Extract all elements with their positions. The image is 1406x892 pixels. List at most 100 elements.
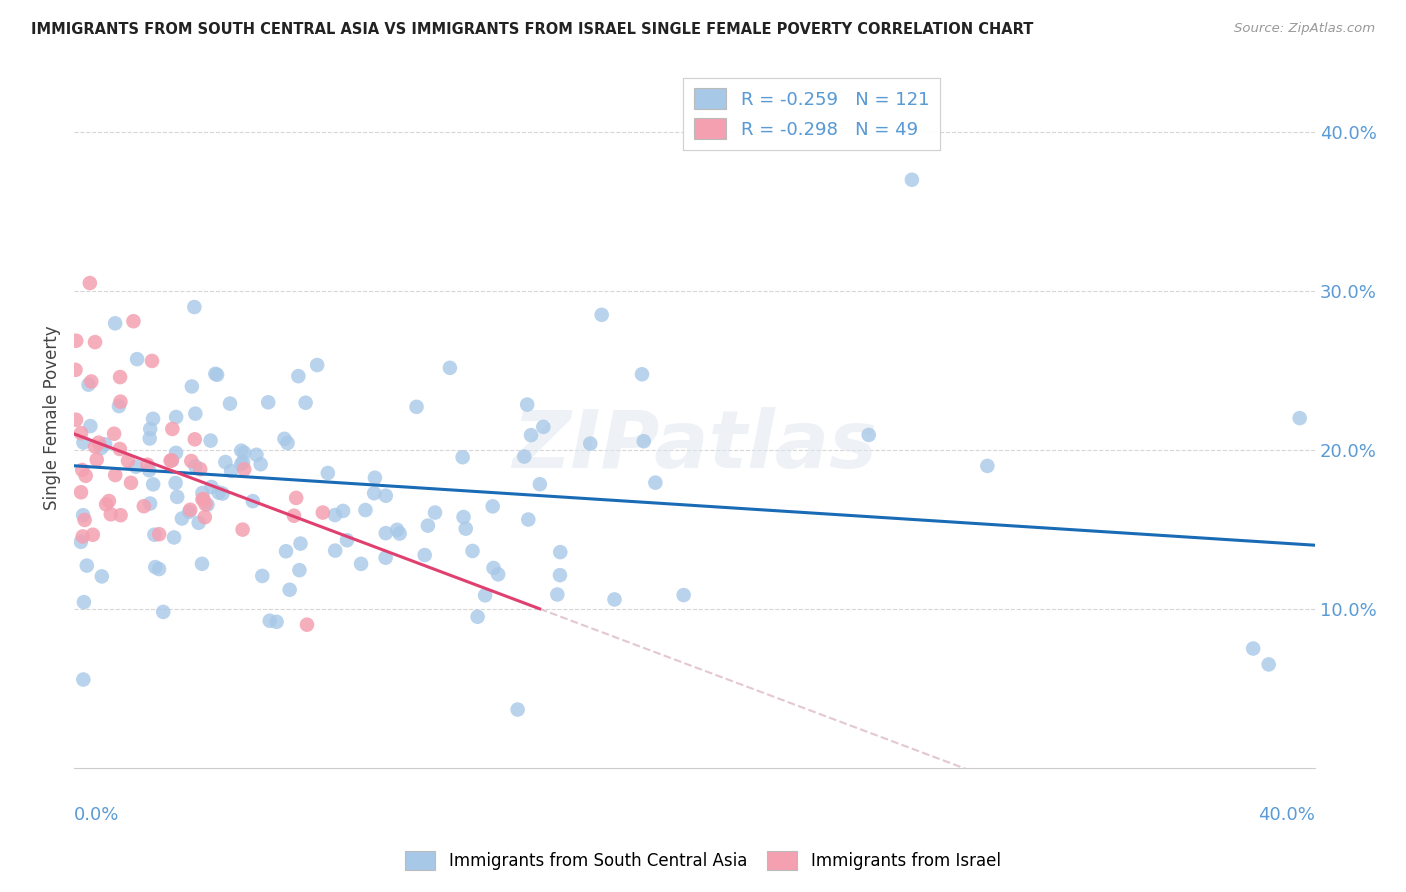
Point [259, 614, 281, 628]
Point [142, 477, 165, 491]
Point [166, 490, 188, 504]
Point [277, 436, 299, 450]
Point [84, 335, 107, 350]
Point [139, 422, 162, 436]
Point [76, 558, 98, 573]
Point [633, 434, 655, 449]
Point [219, 396, 242, 410]
Point [125, 352, 148, 367]
Point [517, 512, 540, 526]
Point [84, 440, 107, 454]
Point [94, 497, 117, 511]
Point [274, 544, 297, 558]
Point [461, 544, 484, 558]
Point [312, 506, 335, 520]
Point [208, 485, 231, 500]
Point [374, 526, 396, 541]
Point [94, 437, 117, 451]
Point [233, 462, 256, 476]
Point [136, 458, 159, 472]
Point [283, 508, 305, 523]
Y-axis label: Single Female Poverty: Single Female Poverty [44, 326, 60, 510]
Point [548, 545, 571, 559]
Point [191, 557, 214, 571]
Point [316, 466, 339, 480]
Point [454, 522, 477, 536]
Point [233, 446, 256, 460]
Point [110, 394, 132, 409]
Point [354, 503, 377, 517]
Point [374, 489, 396, 503]
Point [120, 475, 142, 490]
Point [65, 413, 87, 427]
Point [482, 561, 505, 575]
Point [162, 422, 184, 436]
Point [481, 500, 503, 514]
Point [165, 475, 187, 490]
Point [644, 475, 666, 490]
Point [901, 173, 924, 187]
Point [579, 436, 602, 450]
Point [288, 563, 311, 577]
Point [79, 276, 101, 290]
Point [631, 368, 654, 382]
Point [160, 453, 183, 467]
Point [363, 486, 385, 500]
Point [80, 375, 103, 389]
Point [350, 557, 373, 571]
Point [548, 568, 571, 582]
Point [165, 409, 187, 424]
Point [1241, 641, 1264, 656]
Point [139, 496, 162, 510]
Point [423, 506, 446, 520]
Point [278, 582, 301, 597]
Point [138, 463, 160, 477]
Point [249, 457, 271, 471]
Point [467, 609, 489, 624]
Point [141, 354, 163, 368]
Point [232, 523, 254, 537]
Point [188, 462, 211, 476]
Point [180, 379, 202, 393]
Point [70, 485, 93, 500]
Point [531, 420, 554, 434]
Point [295, 617, 318, 632]
Point [108, 370, 131, 384]
Point [453, 510, 475, 524]
Point [184, 407, 207, 421]
Point [232, 455, 254, 469]
Point [138, 432, 160, 446]
Point [439, 360, 461, 375]
Point [100, 508, 122, 522]
Point [152, 605, 174, 619]
Point [170, 511, 193, 525]
Point [184, 459, 207, 474]
Text: ZIPatlas: ZIPatlas [512, 407, 877, 485]
Point [108, 399, 131, 413]
Point [1288, 411, 1310, 425]
Point [976, 458, 998, 473]
Point [82, 527, 104, 541]
Point [72, 463, 94, 477]
Point [285, 491, 308, 505]
Point [200, 434, 222, 448]
Point [529, 477, 551, 491]
Point [603, 592, 626, 607]
Point [187, 516, 209, 530]
Point [204, 367, 226, 381]
Point [125, 459, 148, 474]
Point [231, 443, 253, 458]
Point [122, 314, 145, 328]
Point [336, 533, 359, 548]
Point [266, 615, 288, 629]
Point [103, 426, 125, 441]
Point [193, 491, 215, 506]
Point [104, 316, 127, 330]
Point [65, 334, 87, 348]
Point [142, 412, 165, 426]
Point [290, 536, 312, 550]
Point [77, 377, 100, 392]
Point [205, 368, 228, 382]
Point [388, 526, 411, 541]
Point [132, 500, 155, 514]
